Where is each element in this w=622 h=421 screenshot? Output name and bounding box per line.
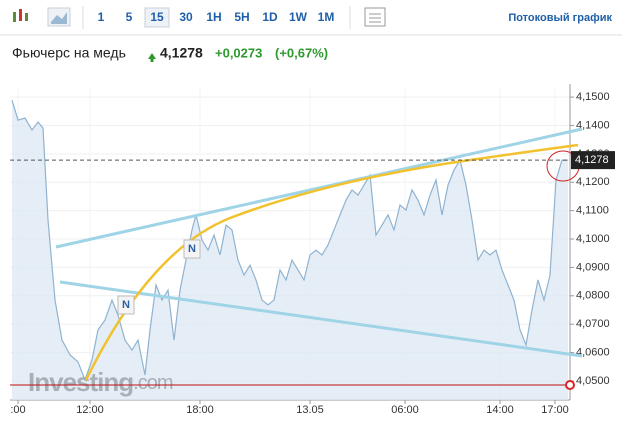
active-interval-bg	[144, 7, 170, 28]
candles-icon[interactable]	[13, 9, 28, 22]
last-price-tag	[571, 151, 615, 170]
trend-line	[59, 280, 583, 358]
watermark: Investing.com	[28, 367, 173, 397]
y-tick-label: 4,1100	[576, 205, 609, 217]
interval-button[interactable]: 30	[179, 10, 193, 24]
watermark-brand: Investing	[28, 367, 133, 397]
fib-curve	[84, 143, 579, 381]
support-handle	[565, 380, 575, 390]
x-tick-label: 18:00	[186, 404, 214, 416]
y-tick-label: 4,1400	[576, 119, 610, 131]
interval-button[interactable]: 1M	[318, 10, 335, 24]
y-tick-label: 4,0900	[576, 261, 610, 273]
interval-button[interactable]: 1	[98, 10, 105, 24]
interval-button[interactable]: 15	[150, 10, 164, 24]
y-tick-label: 4,0600	[576, 346, 610, 358]
header: Фьючерс на медь 4,1278 +0,0273 (+0,67%)	[12, 45, 328, 62]
x-tick-label: 06:00	[391, 404, 419, 416]
plot: 4,15004,14004,13004,12004,11004,10004,09…	[10, 84, 615, 416]
y-tick-label: 4,1000	[576, 233, 610, 245]
news-marker-box	[183, 239, 201, 259]
toolbar: Потоковый график 1 5 15 30 1H 5H 1D 1W 1M	[0, 0, 622, 36]
news-marker[interactable]: N	[122, 299, 130, 311]
y-tick-label: 4,0500	[576, 375, 610, 387]
trend-line	[55, 127, 583, 249]
price-change-pct: (+0,67%)	[275, 45, 328, 60]
last-price-label: 4,1278	[575, 154, 609, 166]
y-tick-label: 4,0700	[576, 318, 610, 330]
interval-button[interactable]: 1D	[262, 10, 278, 24]
news-marker[interactable]: N	[188, 243, 196, 255]
x-tick-label: 13.05	[296, 404, 324, 416]
interval-button[interactable]: 5	[126, 10, 133, 24]
x-tick-label: 12:00	[76, 404, 104, 416]
y-tick-label: 4,1500	[576, 91, 610, 103]
last-price: 4,1278	[160, 45, 203, 61]
watermark-suffix: .com	[133, 372, 173, 394]
price-line	[11, 100, 568, 382]
stream-link[interactable]: Потоковый график	[508, 12, 612, 24]
area-icon-shape	[51, 12, 67, 24]
interval-button[interactable]: 1W	[289, 10, 308, 24]
interval-button[interactable]: 1H	[206, 10, 221, 24]
interval-button[interactable]: 5H	[234, 10, 249, 24]
price-change: +0,0273	[215, 45, 262, 60]
up-arrow	[148, 53, 156, 62]
settings-icon[interactable]	[364, 7, 386, 27]
instrument-title: Фьючерс на медь	[12, 45, 126, 61]
toolbar-bg	[0, 0, 622, 35]
news-marker-box	[117, 295, 135, 315]
y-tick-label: 4,0800	[576, 290, 610, 302]
y-tick-label: 4,1200	[576, 176, 610, 188]
x-tick-label: 14:00	[486, 404, 514, 416]
x-tick-label: :00	[10, 404, 25, 416]
x-tick-label: 17:00	[541, 404, 569, 416]
